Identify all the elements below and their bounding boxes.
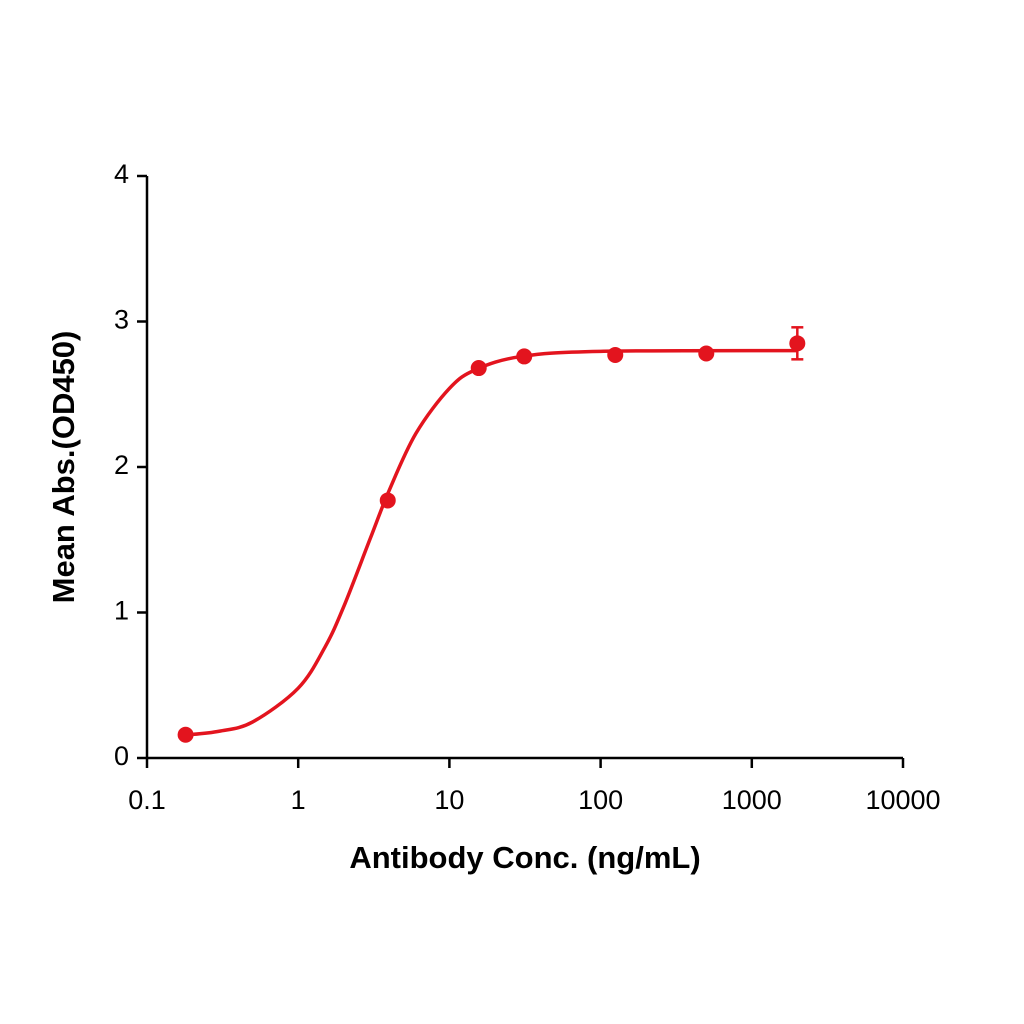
- y-tick-label: 2: [114, 450, 129, 480]
- data-point: [470, 360, 487, 377]
- x-axis-label: Antibody Conc. (ng/mL): [349, 840, 700, 875]
- x-tick-label: 10: [434, 785, 464, 815]
- x-tick-label: 100: [578, 785, 623, 815]
- x-tick-label: 1000: [722, 785, 782, 815]
- y-tick-label: 1: [114, 596, 129, 626]
- data-point: [698, 345, 715, 362]
- data-point: [789, 335, 806, 352]
- y-axis-label: Mean Abs.(OD450): [46, 331, 81, 604]
- x-tick-label: 10000: [865, 785, 940, 815]
- fit-curve: [185, 348, 798, 737]
- y-tick-label: 3: [114, 305, 129, 335]
- x-tick-label: 1: [291, 785, 306, 815]
- y-tick-label: 0: [114, 741, 129, 771]
- y-tick-label: 4: [114, 159, 129, 189]
- data-point: [379, 492, 396, 509]
- data-point: [177, 726, 194, 743]
- data-point: [516, 348, 533, 365]
- x-tick-label: 0.1: [128, 785, 166, 815]
- data-point: [607, 346, 624, 363]
